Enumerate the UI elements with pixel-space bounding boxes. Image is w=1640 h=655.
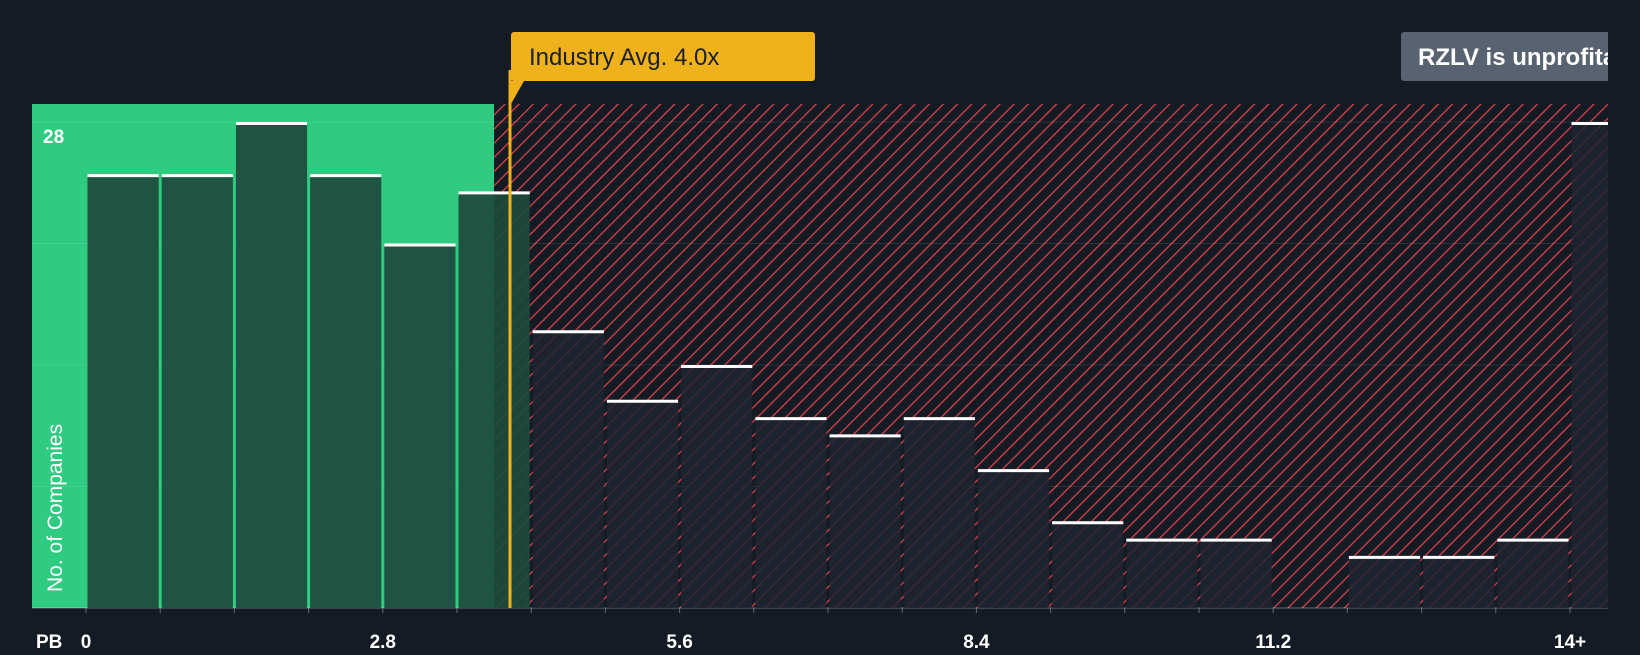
x-tick-label: 8.4 [963,632,990,650]
x-tick-label: 2.8 [370,632,396,650]
histogram-bar [459,191,530,608]
histogram-bar [607,400,678,608]
histogram-bar [1423,556,1494,608]
histogram-bar [904,417,975,608]
x-tick-label: 0 [81,632,92,650]
histogram-bar [755,417,826,608]
company-label-group: RZLV is unprofitable [1401,32,1640,81]
histogram-bar [830,434,901,608]
histogram-bar [162,174,233,608]
histogram-bar [1052,521,1123,608]
histogram-bar [978,469,1049,608]
x-axis-label: PB [36,632,62,650]
histogram-bar [384,244,455,609]
histogram-bar [236,122,307,608]
histogram-bar [1572,122,1640,608]
company-label: RZLV is unprofitable [1418,44,1640,71]
x-tick-label: 14+ [1554,632,1586,650]
x-tick-label: 11.2 [1255,632,1291,650]
histogram-bar [1497,539,1568,608]
y-tick-label: 28 [43,127,64,148]
histogram-bar [681,365,752,608]
x-tick-label: 5.6 [666,632,692,650]
histogram-bar [1126,539,1197,608]
histogram-bar [1201,539,1272,608]
histogram-bar [310,174,381,608]
industry-avg-label: Industry Avg. 4.0x [529,44,719,71]
histogram-bar [1349,556,1420,608]
y-axis-label: No. of Companies [44,424,67,592]
histogram-bar [88,174,159,608]
histogram-bar [533,330,604,608]
industry-avg-label-pointer [511,81,524,104]
